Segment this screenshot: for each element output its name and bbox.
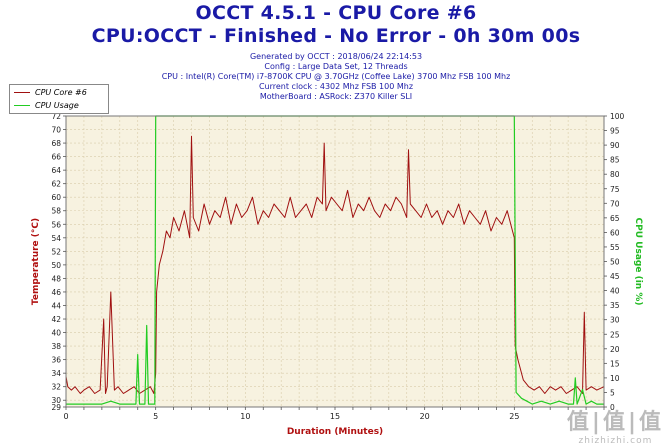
y-axis-left-label: Temperature (°C) — [31, 218, 41, 305]
y-right-tick-label: 10 — [610, 374, 620, 383]
legend-swatch-temperature — [14, 91, 30, 93]
watermark: 值|值|值 zhizhizhi.com — [567, 404, 664, 446]
y-left-tick-label: 48 — [51, 274, 61, 283]
y-right-tick-label: 55 — [610, 243, 620, 252]
y-left-tick-label: 40 — [51, 329, 61, 338]
chart-subtitle: CPU:OCCT - Finished - No Error - 0h 30m … — [91, 25, 581, 47]
watermark-logo: 值|值|值 — [566, 410, 664, 435]
y-right-tick-label: 0 — [610, 403, 615, 412]
y-left-tick-label: 72 — [51, 112, 61, 121]
y-right-tick-label: 90 — [610, 141, 620, 150]
legend-item-usage: CPU Usage — [14, 99, 79, 111]
info-clock: Current clock : 4302 Mhz FSB 100 Mhz — [258, 82, 414, 91]
x-tick-label: 20 — [420, 412, 430, 421]
y-left-tick-label: 68 — [51, 139, 61, 148]
y-right-tick-label: 50 — [610, 258, 620, 267]
x-tick-label: 10 — [240, 412, 250, 421]
y-right-tick-label: 70 — [610, 199, 620, 208]
y-right-tick-label: 75 — [610, 185, 620, 194]
y-right-tick-label: 40 — [610, 287, 620, 296]
y-left-tick-label: 56 — [51, 220, 61, 229]
y-left-tick-label: 52 — [51, 247, 61, 256]
x-axis-label: Duration (Minutes) — [287, 427, 383, 437]
legend-label-usage: CPU Usage — [35, 100, 79, 110]
info-motherboard: MotherBoard : ASRock: Z370 Killer SLI — [259, 92, 413, 101]
y-left-tick-label: 64 — [51, 166, 61, 175]
y-left-tick-label: 34 — [51, 369, 61, 378]
x-tick-label: 0 — [63, 412, 68, 421]
y-right-tick-label: 5 — [610, 388, 615, 397]
info-cpu: CPU : Intel(R) Core(TM) i7-8700K CPU @ 3… — [161, 72, 511, 81]
y-left-tick-label: 66 — [51, 153, 61, 162]
legend: CPU Core #6 CPU Usage — [9, 84, 109, 114]
y-left-tick-label: 30 — [51, 396, 61, 405]
y-left-tick-label: 62 — [51, 180, 61, 189]
info-config: Config : Large Data Set, 12 Threads — [264, 62, 408, 71]
y-left-tick-label: 32 — [51, 383, 61, 392]
y-right-tick-label: 45 — [610, 272, 620, 281]
y-right-tick-label: 85 — [610, 156, 620, 165]
y-right-tick-label: 25 — [610, 330, 620, 339]
y-left-tick-label: 38 — [51, 342, 61, 351]
y-left-tick-label: 44 — [51, 301, 61, 310]
y-left-tick-label: 50 — [51, 261, 61, 270]
info-generated: Generated by OCCT : 2018/06/24 22:14:53 — [249, 52, 423, 61]
y-left-tick-label: 54 — [51, 234, 61, 243]
y-right-tick-label: 30 — [610, 316, 620, 325]
legend-item-temperature: CPU Core #6 — [14, 86, 87, 98]
legend-label-temperature: CPU Core #6 — [35, 87, 87, 97]
y-right-tick-label: 95 — [610, 127, 620, 136]
y-right-tick-label: 100 — [610, 112, 625, 121]
y-left-tick-label: 36 — [51, 356, 61, 365]
legend-swatch-usage — [14, 104, 30, 106]
y-left-tick-label: 58 — [51, 207, 61, 216]
y-right-tick-label: 15 — [610, 359, 620, 368]
x-tick-label: 5 — [153, 412, 158, 421]
y-right-tick-label: 35 — [610, 301, 620, 310]
y-right-tick-label: 60 — [610, 228, 620, 237]
y-left-tick-label: 42 — [51, 315, 61, 324]
x-tick-label: 15 — [330, 412, 340, 421]
watermark-url: zhizhizhi.com — [578, 436, 653, 446]
y-axis-right-label: CPU Usage (in %) — [633, 218, 643, 306]
y-left-tick-label: 60 — [51, 193, 61, 202]
y-left-tick-label: 46 — [51, 288, 61, 297]
y-left-tick-label: 29 — [51, 403, 61, 412]
ticks: 0 5 10 15 20 25293032343638404244464850525456… — [51, 112, 624, 421]
chart-title: OCCT 4.5.1 - CPU Core #6 — [195, 2, 477, 24]
y-right-tick-label: 20 — [610, 345, 620, 354]
x-tick-label: 25 — [509, 412, 519, 421]
y-left-tick-label: 70 — [51, 126, 61, 135]
y-right-tick-label: 65 — [610, 214, 620, 223]
y-right-tick-label: 80 — [610, 170, 620, 179]
